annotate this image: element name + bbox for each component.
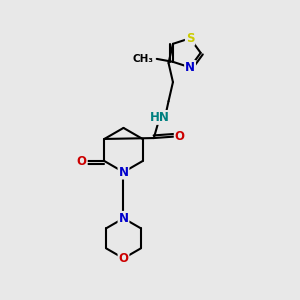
Text: N: N [118,166,128,178]
Text: HN: HN [150,111,169,124]
Text: N: N [185,61,195,74]
Text: O: O [175,130,185,143]
Text: O: O [118,252,128,265]
Text: N: N [118,212,128,225]
Text: O: O [77,154,87,167]
Text: S: S [186,32,194,45]
Text: CH₃: CH₃ [132,54,153,64]
